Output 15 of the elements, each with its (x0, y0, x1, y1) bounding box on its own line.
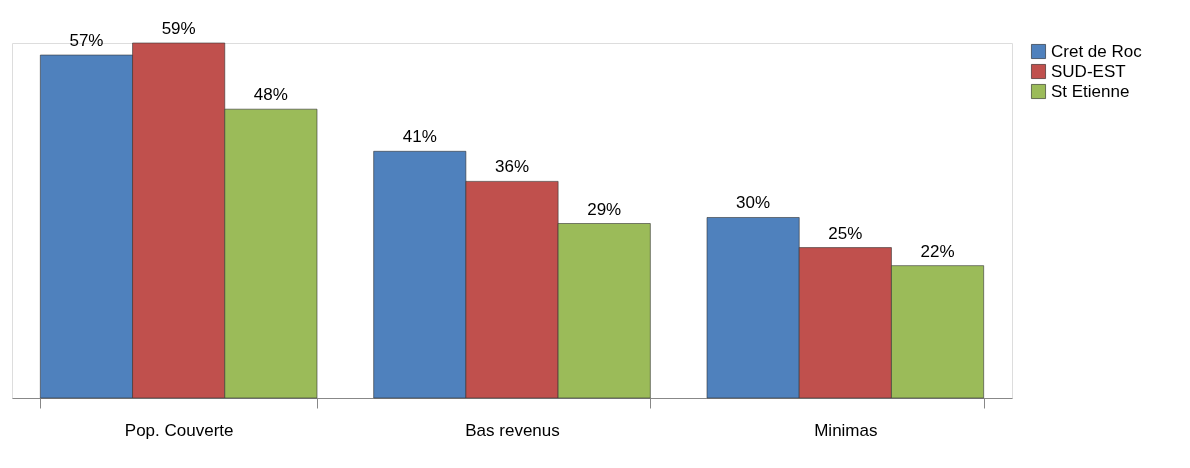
data-label: 48% (253, 85, 288, 105)
data-label: 22% (920, 241, 955, 261)
data-label: 59% (161, 19, 196, 38)
legend-label: St Etienne (1051, 81, 1130, 101)
data-label: 36% (494, 157, 530, 177)
data-label: 29% (587, 199, 622, 219)
data-label: 30% (736, 193, 771, 213)
legend-label: Cret de Roc (1051, 41, 1143, 61)
legend-label: SUD-EST (1051, 61, 1126, 81)
x-tick-label: Minimas (814, 420, 878, 440)
data-label: 57% (69, 31, 104, 51)
data-label: 41% (402, 127, 437, 147)
data-label: 25% (828, 223, 863, 243)
x-tick-label: Pop. Couverte (124, 420, 234, 440)
x-tick-label: Bas revenus (465, 420, 560, 440)
